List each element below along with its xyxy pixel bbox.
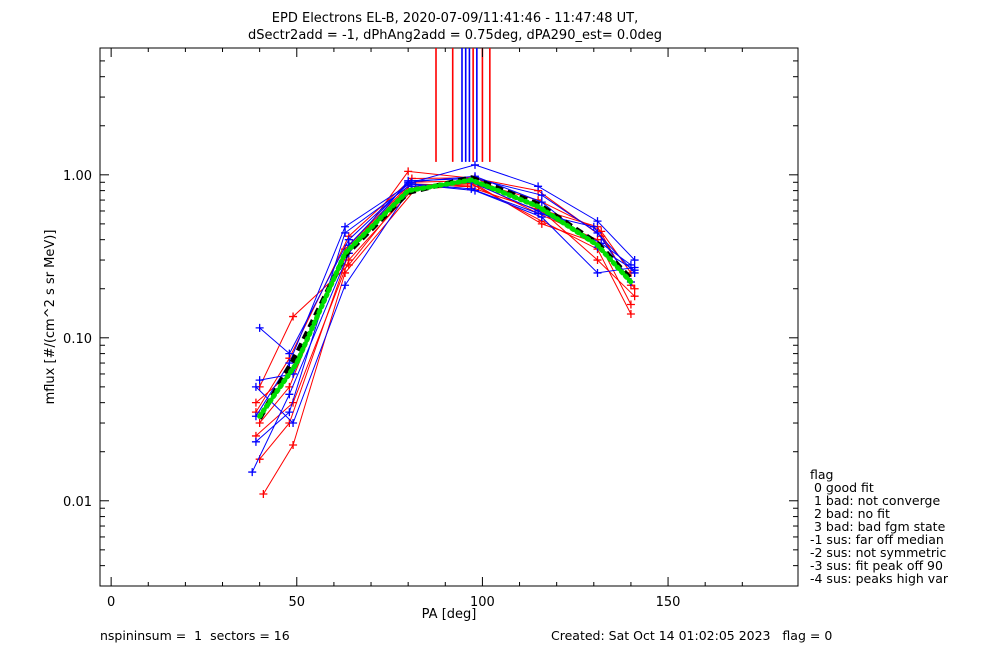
plot-frame — [99, 47, 799, 587]
data-point-marker — [248, 468, 257, 477]
data-point-marker — [289, 440, 298, 449]
data-point-marker — [255, 376, 264, 385]
axes-group: 0 50 100 150 0.01 0.10 1.00 — [63, 48, 798, 610]
data-point-marker — [630, 256, 639, 265]
data-point-marker — [404, 178, 413, 187]
legend-entry: 1 bad: not converge — [810, 493, 941, 508]
data-point-marker — [404, 167, 413, 176]
data-point-marker — [626, 309, 635, 318]
model-fit-line — [257, 177, 634, 419]
data-point-marker — [467, 184, 476, 193]
data-point-marker — [470, 160, 479, 169]
x-tick-label: 0 — [107, 595, 115, 610]
chart-subtitle: dSectr2add = -1, dPhAng2add = 0.75deg, d… — [248, 28, 662, 43]
data-point-marker — [534, 209, 543, 218]
data-point-marker — [589, 222, 598, 231]
data-point-marker — [251, 398, 260, 407]
legend-entry: -2 sus: not symmetric — [810, 545, 947, 560]
x-tick-label: 150 — [656, 595, 681, 610]
flag-legend: flag 0 good fit 1 bad: not converge 2 ba… — [810, 468, 948, 585]
legend-entry: 2 bad: no fit — [810, 506, 890, 521]
data-point-marker — [255, 419, 264, 428]
legend-entry: -4 sus: peaks high var — [810, 571, 949, 586]
data-curve — [255, 177, 632, 413]
data-point-marker — [534, 182, 543, 191]
data-curve — [255, 164, 635, 417]
data-point-marker — [593, 256, 602, 265]
data-point-marker — [630, 266, 639, 275]
median-fit-line — [257, 175, 633, 420]
footer-right: Created: Sat Oct 14 01:02:05 2023 flag =… — [551, 628, 833, 643]
data-point-marker — [626, 300, 635, 309]
data-point-marker — [289, 419, 298, 428]
vertical-marker-group — [435, 48, 491, 162]
y-tick-label: 1.00 — [63, 169, 92, 184]
series-group — [248, 160, 639, 499]
data-point-marker — [630, 284, 639, 293]
data-point-marker — [289, 312, 298, 321]
data-point-marker — [593, 268, 602, 277]
x-tick-label: 100 — [470, 595, 495, 610]
legend-entry: 0 good fit — [810, 480, 874, 495]
data-point-marker — [593, 217, 602, 226]
data-point-marker — [537, 219, 546, 228]
legend-entry: -1 sus: far off median — [810, 532, 944, 547]
x-axis-label: PA [deg] — [422, 607, 477, 622]
data-point-marker — [285, 408, 294, 417]
data-curve — [259, 175, 635, 381]
data-point-marker — [341, 281, 350, 290]
data-point-marker — [259, 490, 268, 499]
data-point-marker — [630, 292, 639, 301]
data-point-marker — [537, 191, 546, 200]
data-point-marker — [251, 437, 260, 446]
data-curve — [255, 183, 632, 443]
y-tick-label: 0.10 — [63, 332, 92, 347]
data-point-marker — [255, 323, 264, 332]
data-point-marker — [285, 349, 294, 358]
data-point-marker — [341, 228, 350, 237]
data-point-marker — [285, 359, 294, 368]
y-tick-label: 0.01 — [63, 495, 92, 510]
y-axis-label: mflux [#/(cm^2 s sr MeV)] — [43, 230, 58, 405]
legend-title: flag — [810, 467, 834, 482]
legend-entry: 3 bad: bad fgm state — [810, 519, 946, 534]
data-point-marker — [285, 390, 294, 399]
x-tick-label: 50 — [289, 595, 306, 610]
legend-entry: -3 sus: fit peak off 90 — [810, 558, 943, 573]
footer-left: nspininsum = 1 sectors = 16 — [100, 628, 290, 643]
data-point-marker — [251, 382, 260, 391]
data-point-marker — [407, 179, 416, 188]
chart-title: EPD Electrons EL-B, 2020-07-09/11:41:46 … — [272, 11, 638, 26]
data-curve — [259, 181, 632, 388]
